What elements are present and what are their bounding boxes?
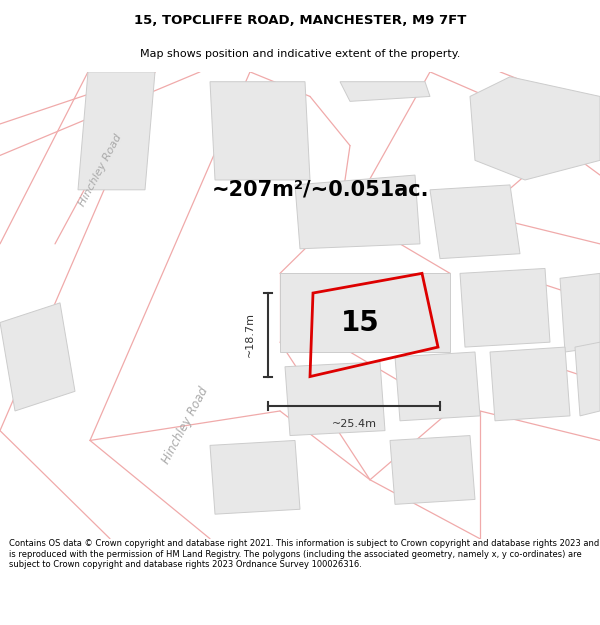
Polygon shape bbox=[390, 436, 475, 504]
Text: Map shows position and indicative extent of the property.: Map shows position and indicative extent… bbox=[140, 49, 460, 59]
Polygon shape bbox=[340, 82, 430, 101]
Polygon shape bbox=[210, 441, 300, 514]
Polygon shape bbox=[0, 303, 75, 411]
Text: ~207m²/~0.051ac.: ~207m²/~0.051ac. bbox=[211, 180, 429, 200]
Text: Contains OS data © Crown copyright and database right 2021. This information is : Contains OS data © Crown copyright and d… bbox=[9, 539, 599, 569]
Polygon shape bbox=[295, 175, 420, 249]
Polygon shape bbox=[395, 352, 480, 421]
Polygon shape bbox=[560, 273, 600, 352]
Text: 15: 15 bbox=[341, 309, 380, 336]
Text: Hinchley Road: Hinchley Road bbox=[77, 132, 123, 208]
Text: Hinchley Road: Hinchley Road bbox=[160, 385, 211, 466]
Polygon shape bbox=[280, 273, 450, 352]
Text: ~18.7m: ~18.7m bbox=[245, 312, 255, 358]
Polygon shape bbox=[210, 82, 310, 180]
Polygon shape bbox=[490, 347, 570, 421]
Polygon shape bbox=[285, 362, 385, 436]
Polygon shape bbox=[78, 72, 155, 190]
Text: ~25.4m: ~25.4m bbox=[331, 419, 377, 429]
Polygon shape bbox=[460, 269, 550, 347]
Polygon shape bbox=[470, 77, 600, 180]
Polygon shape bbox=[575, 342, 600, 416]
Polygon shape bbox=[430, 185, 520, 259]
Text: 15, TOPCLIFFE ROAD, MANCHESTER, M9 7FT: 15, TOPCLIFFE ROAD, MANCHESTER, M9 7FT bbox=[134, 14, 466, 27]
